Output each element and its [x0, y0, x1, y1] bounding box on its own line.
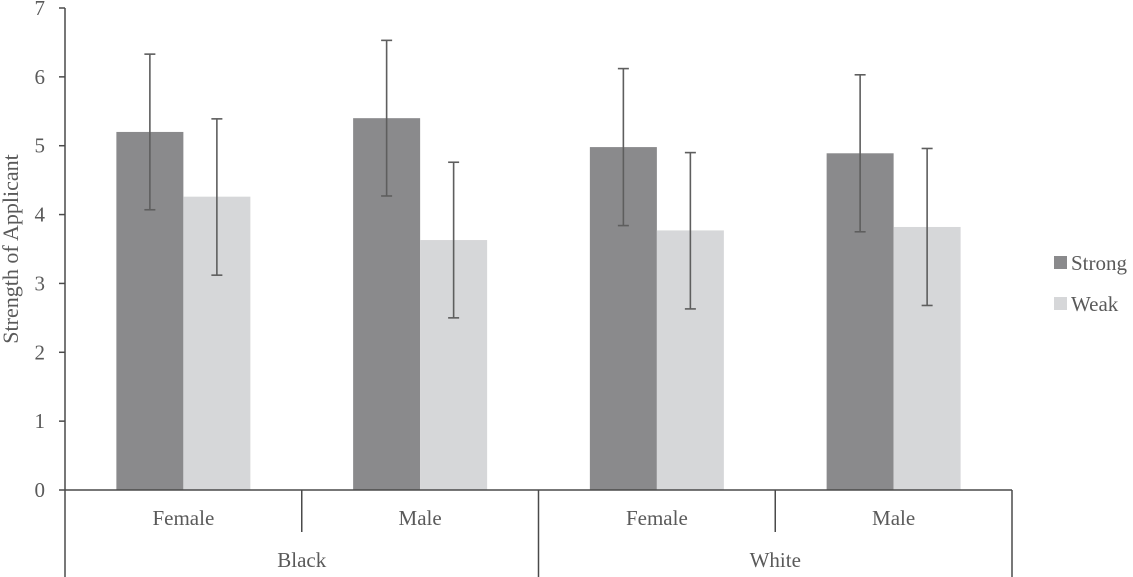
y-tick-label: 6: [35, 65, 46, 89]
x-group-label: White: [750, 548, 801, 572]
y-tick-label: 0: [35, 478, 46, 502]
legend-item-weak: Weak: [1054, 292, 1119, 316]
legend-label: Strong: [1071, 251, 1128, 275]
axes-layer: [64, 8, 1013, 577]
error-bar-weak-0: [211, 118, 223, 276]
error-bar-weak-1: [448, 161, 460, 319]
legend: Strong Weak: [1054, 251, 1128, 316]
legend-swatch: [1054, 256, 1067, 269]
error-bar-weak-2: [684, 151, 696, 310]
legend-item-strong: Strong: [1054, 251, 1128, 275]
error-bar-strong-0: [144, 53, 156, 211]
y-axis-title: Strength of Applicant: [0, 154, 23, 343]
x-category-label: Female: [152, 506, 214, 530]
x-category-labels: Female Male Black Female Male White: [152, 506, 915, 572]
x-category-label: Female: [626, 506, 688, 530]
error-bar-strong-3: [854, 73, 866, 233]
legend-label: Weak: [1071, 292, 1119, 316]
x-category-label: Male: [399, 506, 442, 530]
error-bars-layer: [144, 39, 933, 319]
y-tick-label: 3: [35, 271, 46, 295]
error-bar-strong-1: [381, 39, 393, 197]
error-bar-weak-3: [921, 147, 933, 307]
y-tick-label: 2: [35, 340, 46, 364]
y-tick-labels: 0 1 2 3 4 5 6 7: [35, 0, 65, 502]
x-category-label: Male: [872, 506, 915, 530]
bars-layer: [116, 118, 961, 491]
x-group-label: Black: [277, 548, 326, 572]
y-tick-label: 7: [35, 0, 46, 20]
y-tick-label: 1: [35, 409, 46, 433]
y-tick-label: 5: [35, 134, 46, 158]
y-tick-label: 4: [35, 203, 46, 227]
legend-swatch: [1054, 297, 1067, 310]
error-bar-strong-2: [617, 67, 629, 227]
